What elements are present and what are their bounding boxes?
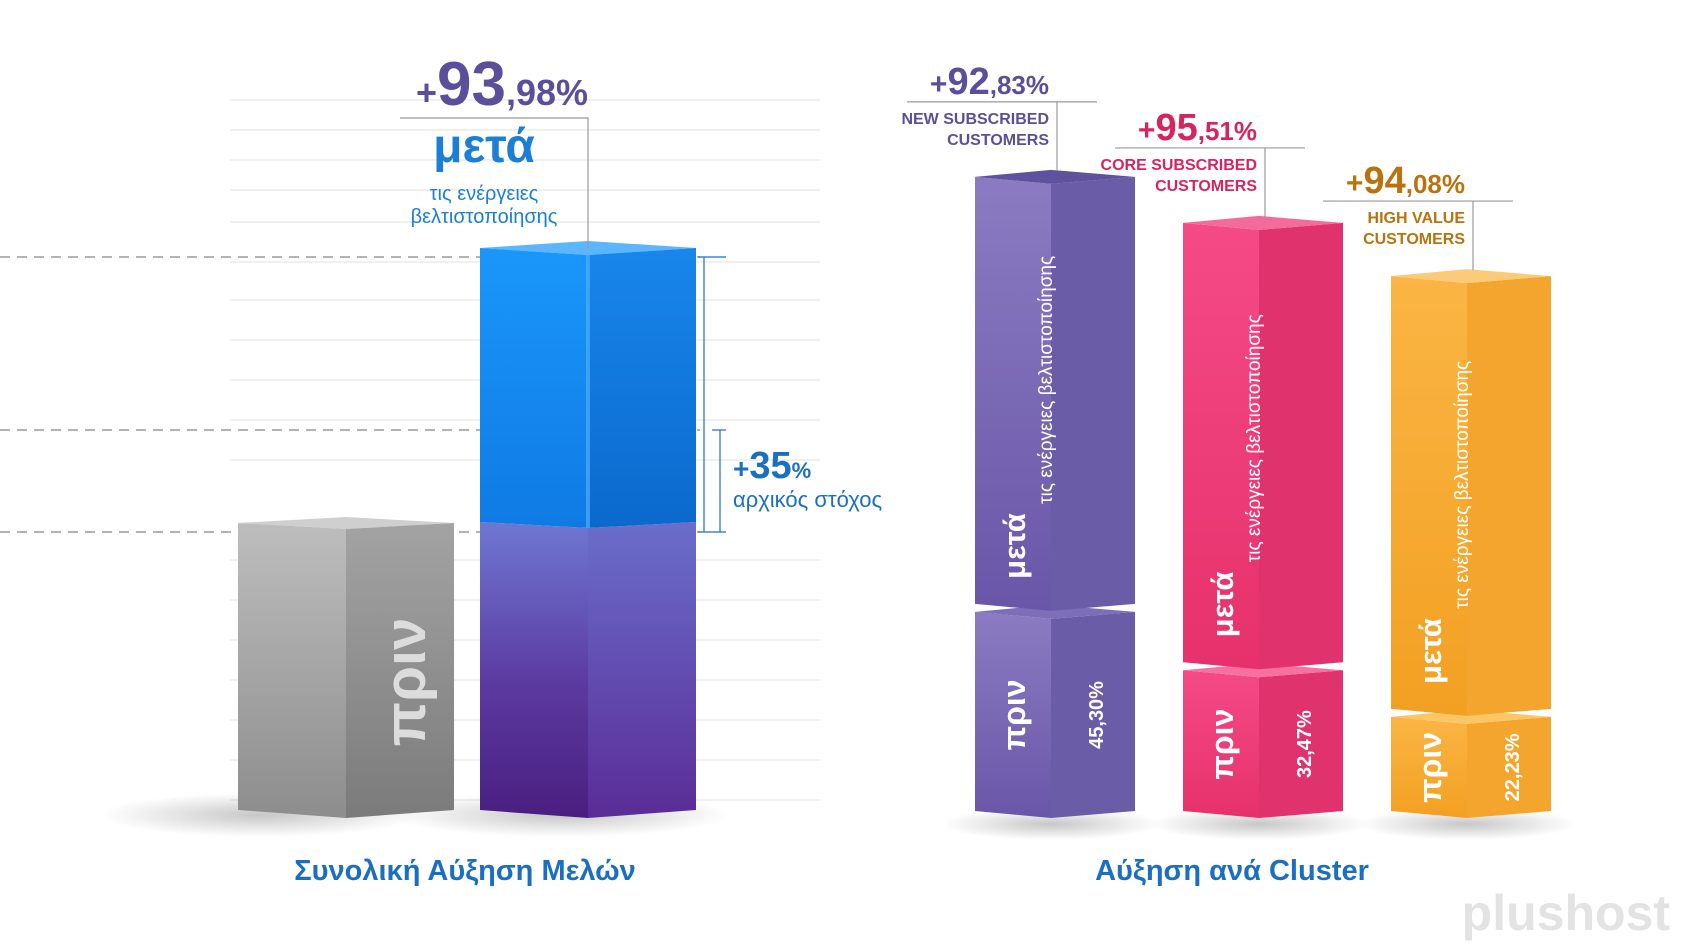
target-int: 35: [749, 445, 791, 487]
cluster-before-value: 32,47%: [1294, 710, 1316, 778]
cluster-after-front: [1183, 222, 1259, 670]
cluster-increase-dec: ,83%: [990, 70, 1049, 100]
cluster-after-side: [1467, 276, 1551, 716]
bar-shadow: [941, 808, 1161, 840]
cluster-before-front: [1183, 670, 1259, 818]
cluster-before-label: πριν: [1204, 709, 1240, 780]
cluster-before-side: [1467, 716, 1551, 818]
total-after-upper-side: [588, 248, 696, 528]
cluster-name-line2: CUSTOMERS: [1363, 231, 1465, 248]
cluster-before-top: [975, 604, 1135, 619]
cluster-after-front: [1391, 276, 1467, 716]
cluster-increase-int: 95: [1155, 107, 1197, 149]
total-after-label: μετά: [433, 120, 535, 173]
target-label: αρχικός στόχος: [733, 487, 882, 512]
target-plus: +: [733, 453, 749, 484]
total-after-upper-front: [480, 248, 588, 528]
total-after-lower-side: [588, 522, 696, 818]
cluster-increase-value: +95,51%: [1138, 107, 1257, 149]
cluster-after-side: [1259, 222, 1343, 670]
cluster-before-value: 45,30%: [1086, 681, 1108, 749]
cluster-name-line1: CORE SUBSCRIBED: [1101, 157, 1257, 174]
cluster-increase-int: 92: [947, 61, 989, 103]
total-after-dec: ,98%: [506, 72, 588, 113]
cluster-name-line2: CUSTOMERS: [1155, 178, 1257, 195]
brand-logo: plushost: [1462, 885, 1671, 941]
cluster-increase-dec: ,51%: [1198, 116, 1257, 146]
cluster-before-value: 22,23%: [1502, 733, 1524, 801]
cluster-after-top: [1391, 269, 1551, 284]
total-chart: πριν +93,98% μετά τις ενέργειες βελτιστο…: [100, 50, 882, 887]
total-before-front: [238, 523, 346, 818]
callout-leader: [400, 117, 589, 250]
total-before-side: [346, 523, 454, 818]
total-before-label: πριν: [373, 618, 438, 747]
total-chart-title: Συνολική Αύξηση Μελών: [294, 855, 636, 887]
total-after-sub1: τις ενέργειες: [430, 183, 539, 205]
total-after-bar: [480, 241, 696, 818]
cluster-before-side: [1051, 611, 1135, 818]
total-after-callout: +93,98% μετά τις ενέργειες βελτιστοποίησ…: [400, 50, 589, 250]
cluster-after-sub: τις ενέργειες βελτιστοποίησης: [1244, 314, 1265, 562]
cluster-before-side: [1259, 670, 1343, 818]
cluster-after-front: [975, 176, 1051, 611]
cluster-increase-value: +94,08%: [1346, 160, 1465, 202]
cluster-after-top: [1183, 215, 1343, 230]
cluster-increase-plus: +: [1346, 167, 1364, 200]
target-value: +35%: [733, 445, 811, 487]
cluster-increase-int: 94: [1363, 160, 1405, 202]
cluster-name-line2: CUSTOMERS: [947, 132, 1049, 149]
cluster-after-label: μετά: [1413, 618, 1448, 684]
total-after-sub2: βελτιστοποίησης: [411, 206, 558, 228]
total-after-lower-front: [480, 522, 588, 818]
bar-shadow: [1149, 808, 1369, 840]
cluster-after-sub: τις ενέργειες βελτιστοποίησης: [1036, 256, 1057, 504]
cluster-after-label: μετά: [1205, 572, 1240, 638]
total-after-int: 93: [437, 50, 506, 119]
cluster-before-label: πριν: [996, 679, 1032, 750]
cluster-before-front: [1391, 716, 1467, 818]
cluster-after-top: [975, 169, 1135, 184]
total-before-bar: πριν: [238, 517, 454, 818]
cluster-before-top: [1391, 709, 1551, 724]
cluster-increase-value: +92,83%: [930, 61, 1049, 103]
cluster-name-line1: NEW SUBSCRIBED: [901, 111, 1049, 128]
cluster-after-label: μετά: [997, 513, 1032, 579]
cluster-chart-title: Αύξηση ανά Cluster: [1095, 855, 1369, 887]
total-after-plus: +: [416, 72, 437, 113]
cluster-increase-plus: +: [930, 68, 948, 101]
cluster-before-label: πριν: [1412, 732, 1448, 803]
cluster-increase-dec: ,08%: [1406, 169, 1465, 199]
cluster-after-side: [1051, 176, 1135, 611]
cluster-increase-plus: +: [1138, 114, 1156, 147]
height-brackets: [698, 256, 726, 533]
total-after-value: +93,98%: [416, 50, 588, 119]
cluster-before-front: [975, 611, 1051, 818]
target-pct: %: [792, 458, 812, 483]
bar-shadow: [1357, 808, 1577, 840]
cluster-before-top: [1183, 663, 1343, 678]
cluster-name-line1: HIGH VALUE: [1368, 210, 1466, 227]
cluster-after-sub: τις ενέργειες βελτιστοποίησης: [1452, 361, 1473, 609]
